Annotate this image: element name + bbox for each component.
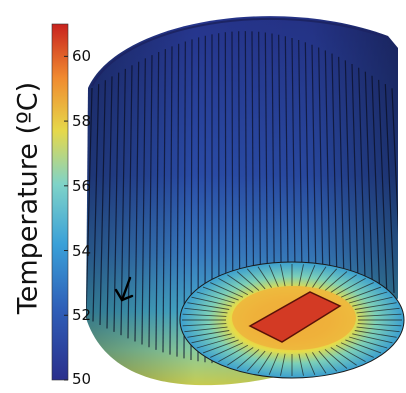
colorbar-tick-label: 60 xyxy=(72,47,91,65)
colorbar-title: Temperature (ºC) xyxy=(13,82,44,314)
colorbar-tick-label: 58 xyxy=(72,112,91,130)
base-disk xyxy=(180,262,404,378)
colorbar-tick-label: 50 xyxy=(72,370,91,388)
colorbar-tick-label: 52 xyxy=(72,306,91,324)
colorbar-tick-label: 54 xyxy=(72,242,91,260)
colorbar-gradient xyxy=(52,24,68,380)
colorbar-tick-label: 56 xyxy=(72,177,91,195)
